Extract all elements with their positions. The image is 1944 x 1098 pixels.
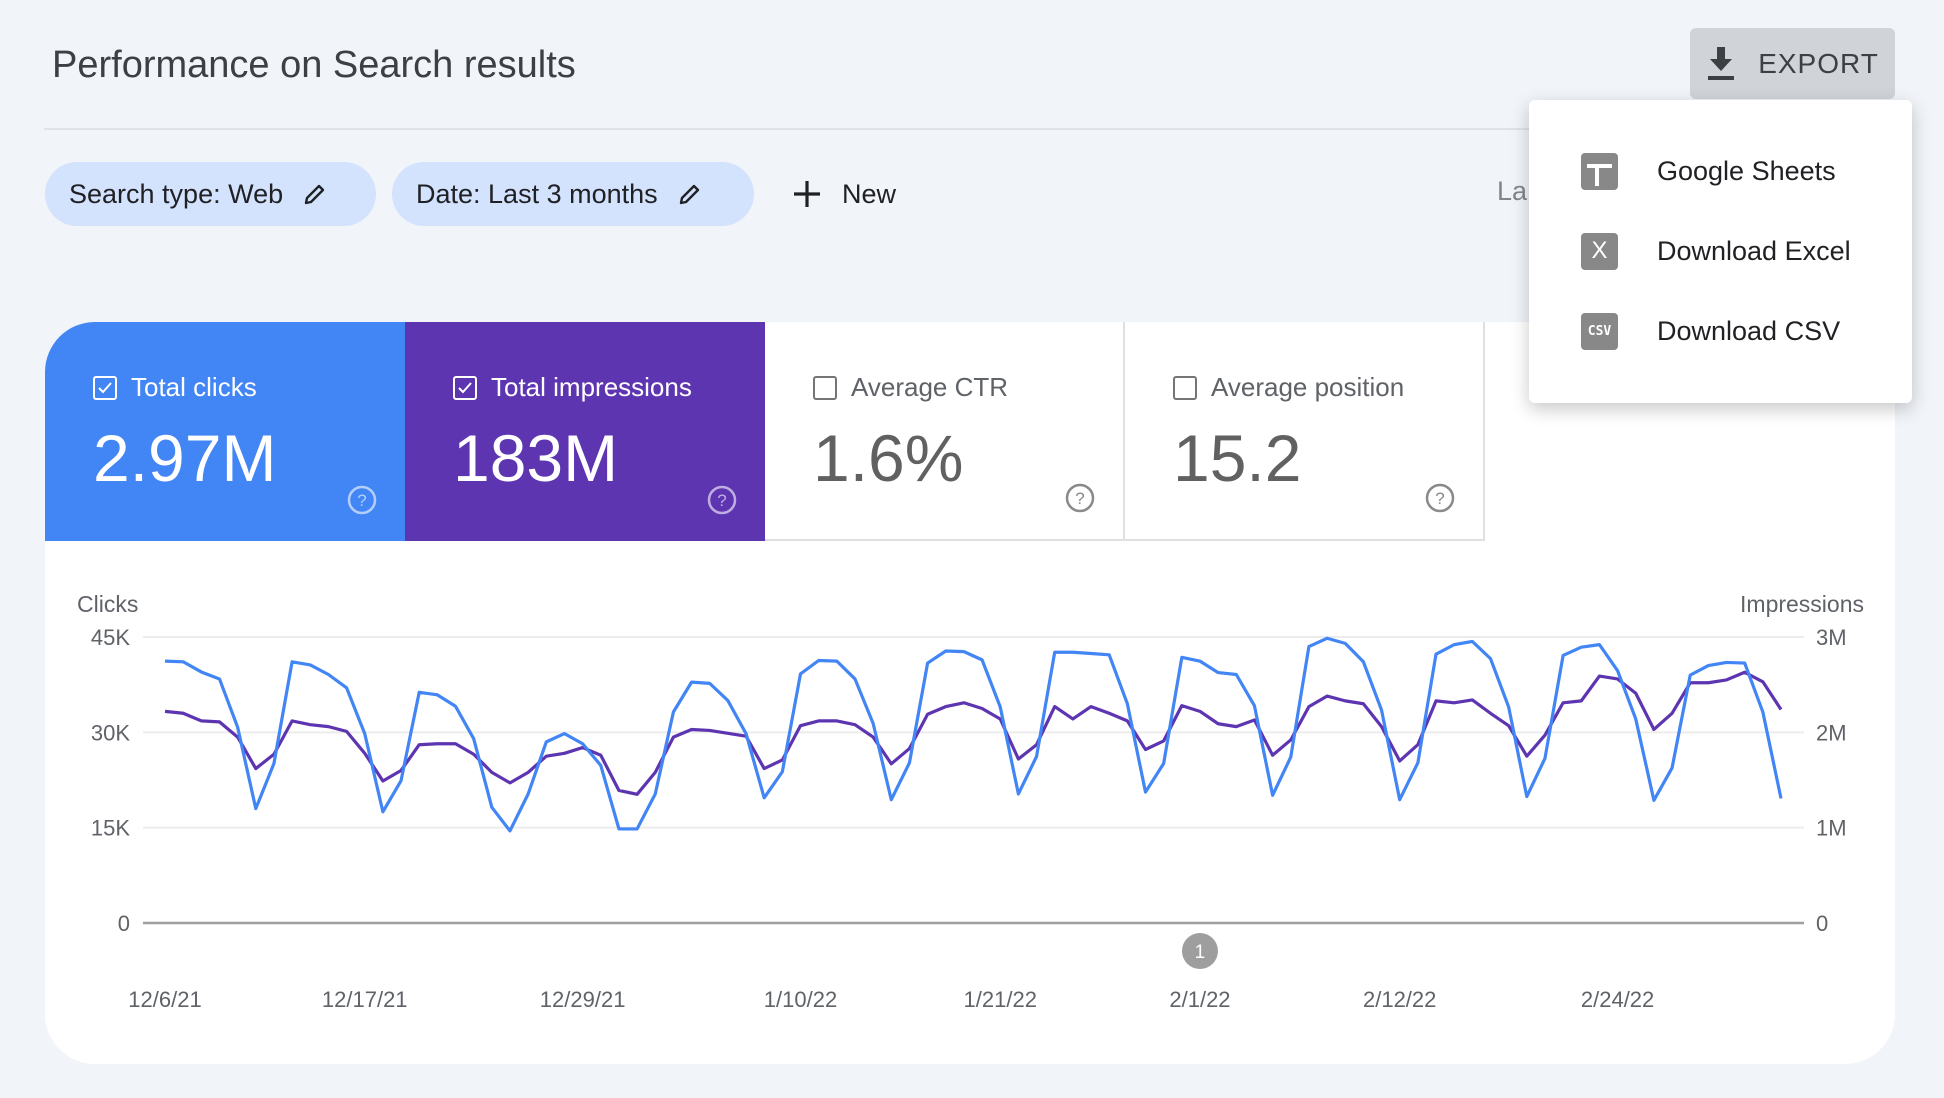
x-tick-label: 2/24/22 (1581, 987, 1654, 1012)
partial-hidden-text: La (1497, 176, 1528, 206)
series-line-clicks (164, 636, 1783, 833)
divider (44, 128, 1895, 130)
check-icon (458, 381, 472, 393)
left-tick-label: 30K (91, 720, 130, 745)
new-label: New (842, 178, 897, 209)
metric-value: 15.2 (1173, 421, 1302, 495)
new-filter-button[interactable]: New (792, 162, 896, 226)
check-icon (98, 381, 112, 393)
export-label: EXPORT (1758, 47, 1879, 79)
checkbox-unchecked[interactable] (1173, 375, 1197, 400)
export-button[interactable]: EXPORT (1690, 28, 1895, 99)
metric-value: 2.97M (93, 421, 277, 495)
right-tick-label: 1M (1816, 816, 1847, 841)
menu-item-label: Google Sheets (1657, 155, 1836, 186)
sheets-icon (1581, 152, 1618, 190)
menu-item-download-excel[interactable]: X Download Excel (1529, 221, 1912, 281)
pencil-icon (304, 184, 325, 205)
excel-icon: X (1581, 232, 1618, 270)
svg-text:?: ? (357, 491, 366, 510)
metric-label: Average position (1211, 372, 1405, 402)
svg-text:?: ? (1435, 489, 1444, 508)
page-title: Performance on Search results (52, 44, 576, 86)
export-menu: Google Sheets X Download Excel CSV Downl… (1529, 100, 1912, 403)
metric-card-average-position[interactable]: Average position 15.2 ? (1125, 322, 1485, 541)
search-type-filter-chip[interactable]: Search type: Web (45, 162, 376, 226)
right-tick-label: 3M (1816, 625, 1847, 650)
metric-card-total-clicks[interactable]: Total clicks 2.97M ? (45, 322, 405, 541)
left-axis-label: Clicks (77, 591, 138, 617)
metric-card-average-ctr[interactable]: Average CTR 1.6% ? (765, 322, 1125, 541)
checkbox-checked[interactable] (453, 375, 477, 400)
x-tick-label: 12/17/21 (322, 987, 408, 1012)
chip-label: Date: Last 3 months (416, 178, 658, 209)
metric-label: Average CTR (851, 372, 1009, 402)
help-icon[interactable]: ? (1065, 483, 1095, 513)
metric-value: 183M (453, 421, 619, 495)
checkbox-unchecked[interactable] (813, 375, 837, 400)
left-tick-label: 15K (91, 816, 130, 841)
performance-panel: Total clicks 2.97M ? Total impressions 1… (45, 322, 1895, 1064)
checkbox-checked[interactable] (93, 375, 117, 400)
left-tick-label: 45K (91, 625, 130, 650)
csv-icon: CSV (1581, 312, 1618, 350)
metric-card-total-impressions[interactable]: Total impressions 183M ? (405, 322, 765, 541)
pencil-icon (679, 184, 699, 205)
x-tick-label: 2/12/22 (1363, 987, 1436, 1012)
metric-value: 1.6% (813, 421, 964, 495)
left-tick-label: 0 (118, 911, 130, 936)
menu-item-download-csv[interactable]: CSV Download CSV (1529, 301, 1912, 361)
series-line-impressions (164, 670, 1783, 796)
help-icon[interactable]: ? (347, 485, 377, 515)
menu-item-google-sheets[interactable]: Google Sheets (1529, 141, 1912, 201)
menu-item-label: Download CSV (1657, 315, 1841, 346)
metric-label: Total clicks (131, 372, 257, 402)
date-filter-chip[interactable]: Date: Last 3 months (392, 162, 754, 226)
annotation-label: 1 (1195, 942, 1206, 963)
annotation-marker (1181, 933, 1218, 969)
x-tick-label: 12/29/21 (540, 987, 626, 1012)
x-tick-label: 1/21/22 (964, 987, 1037, 1012)
right-tick-label: 0 (1816, 911, 1828, 936)
x-tick-label: 2/1/22 (1169, 987, 1230, 1012)
svg-text:?: ? (1075, 489, 1084, 508)
x-tick-label: 1/10/22 (764, 987, 837, 1012)
x-tick-label: 12/6/21 (128, 987, 201, 1012)
svg-text:?: ? (717, 491, 726, 510)
right-axis-label: Impressions (1740, 591, 1864, 617)
right-tick-label: 2M (1816, 720, 1847, 745)
help-icon[interactable]: ? (1425, 483, 1455, 513)
plus-icon (794, 181, 820, 207)
metric-label: Total impressions (491, 372, 692, 402)
help-icon[interactable]: ? (707, 485, 737, 515)
menu-item-label: Download Excel (1657, 235, 1851, 266)
download-icon (1708, 46, 1735, 80)
chip-label: Search type: Web (69, 178, 284, 209)
